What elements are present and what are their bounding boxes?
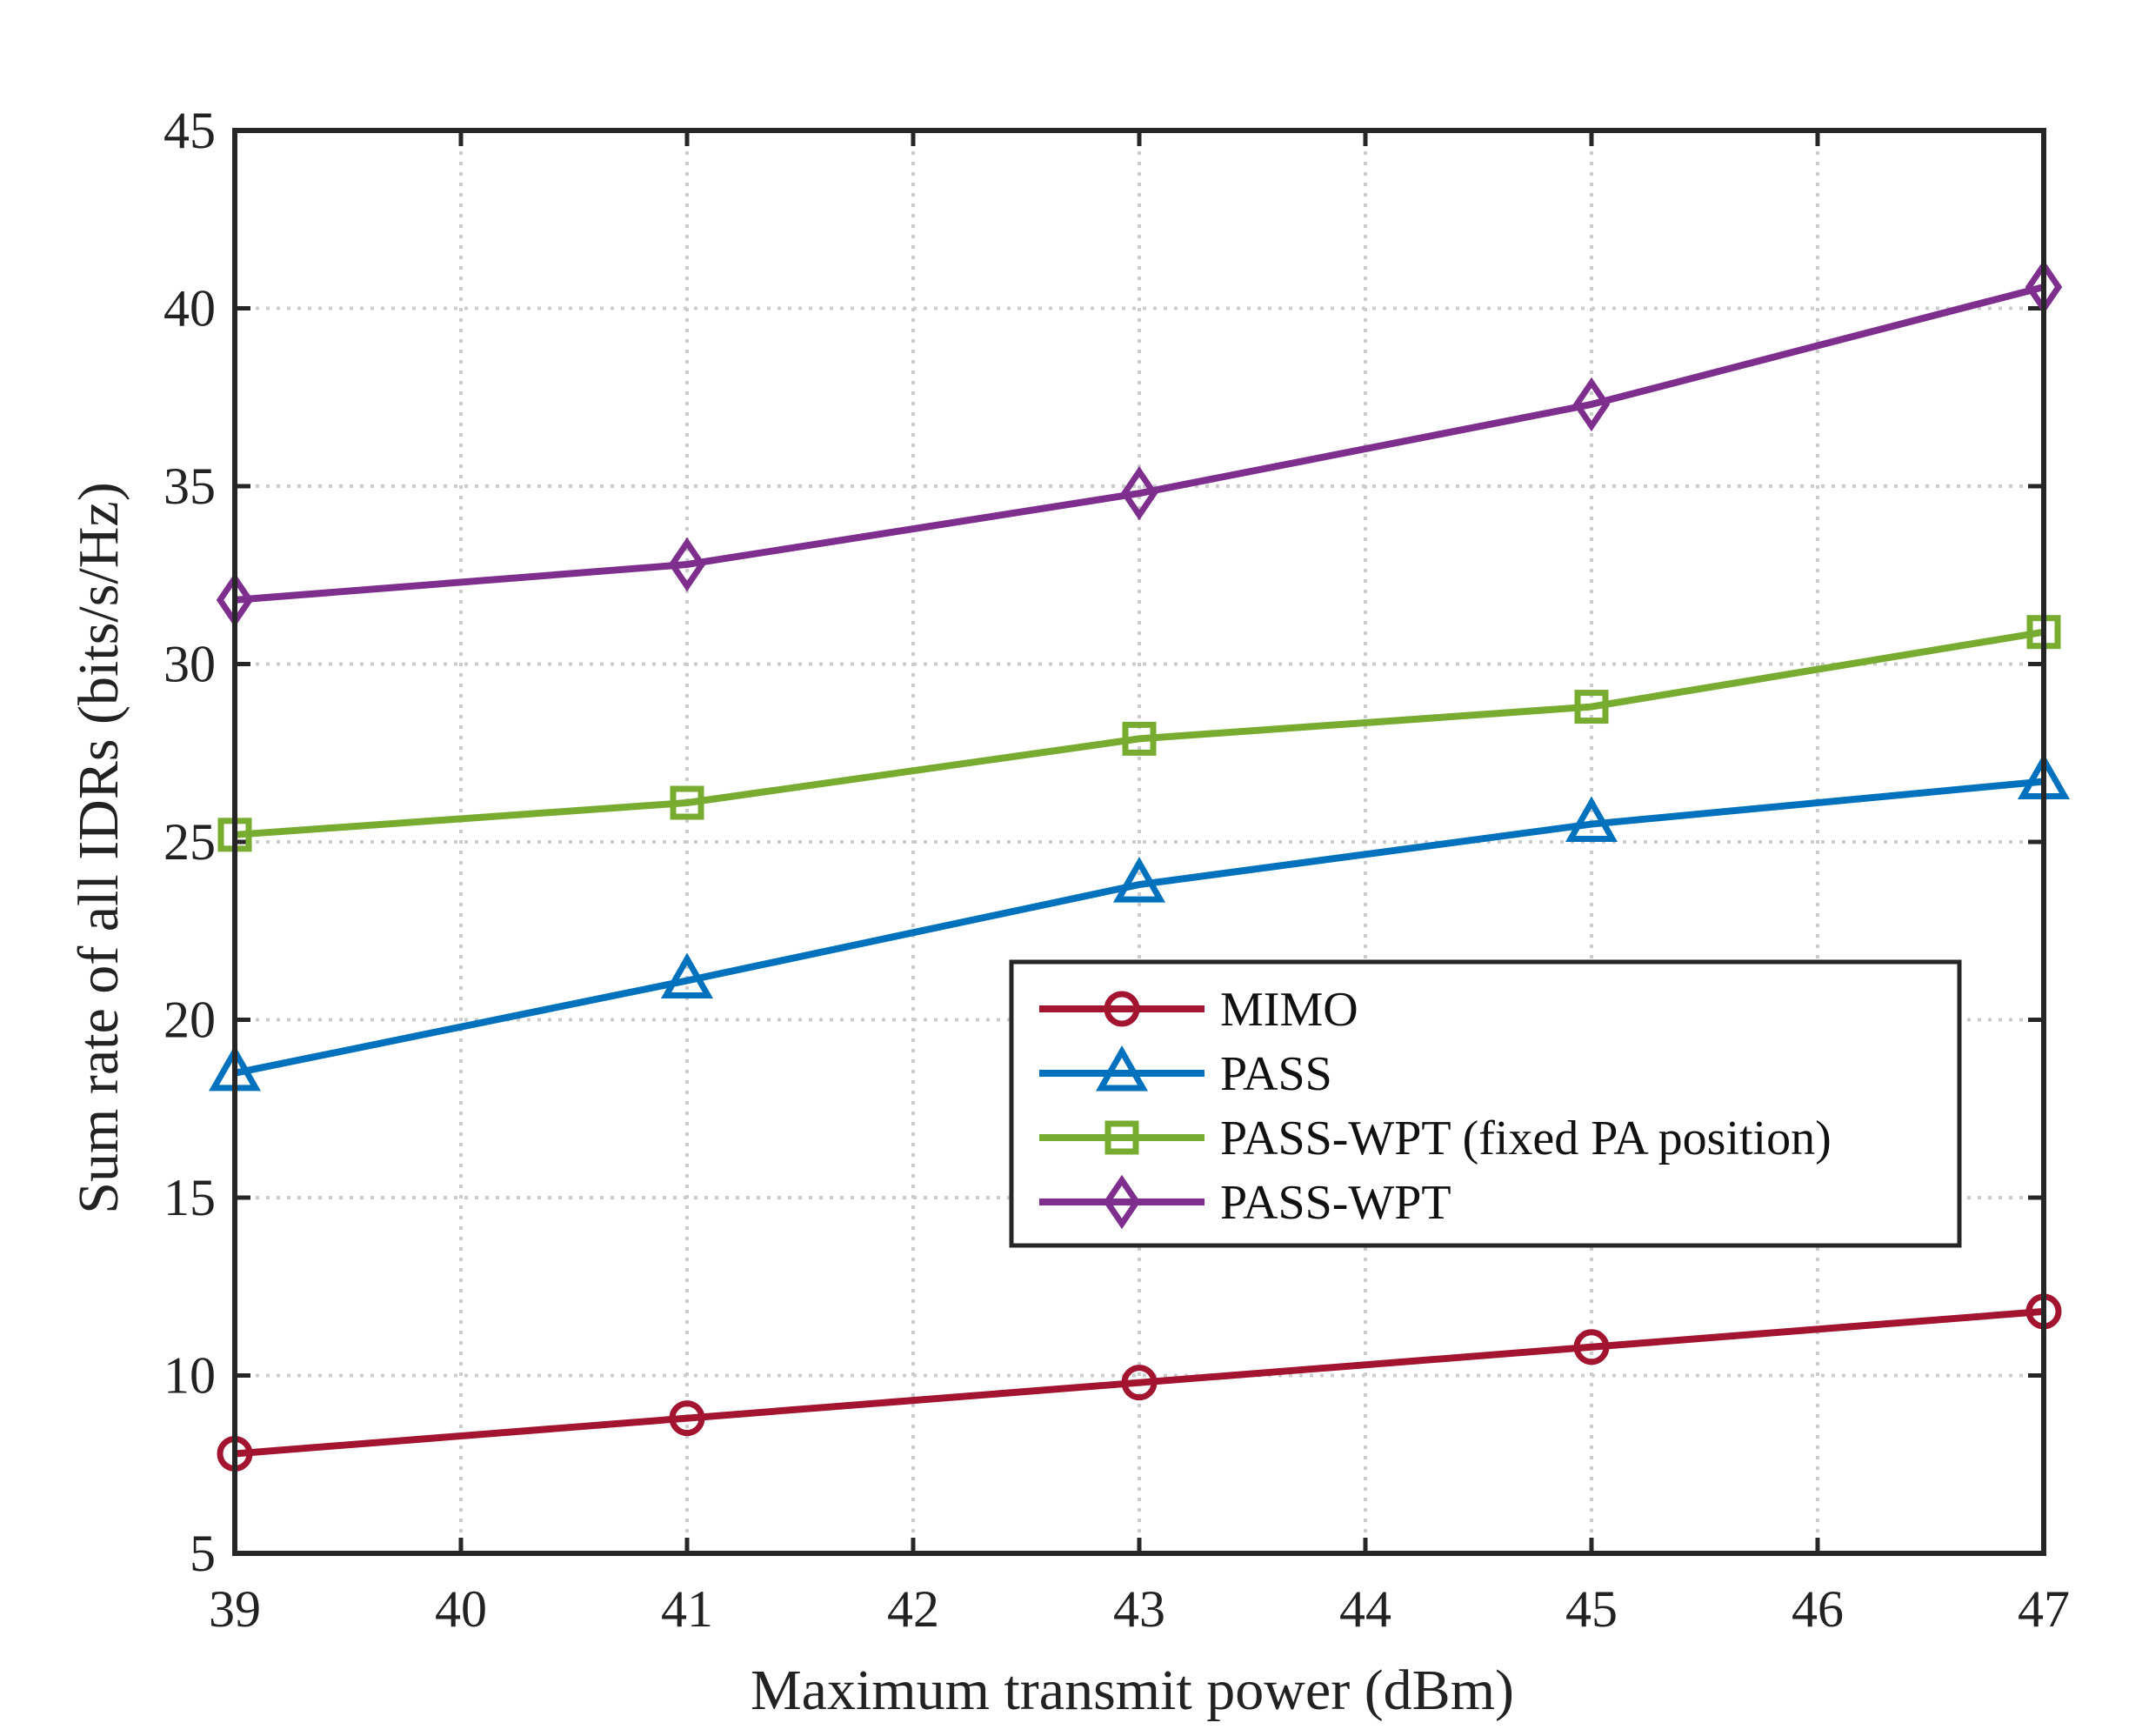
legend-diamond-marker <box>1103 1174 1141 1230</box>
legend-item: PASS <box>1039 1045 1332 1101</box>
data-point-diamond-marker <box>1572 377 1611 432</box>
legend-triangle-marker <box>1095 1045 1149 1092</box>
axis-ticks: 39 40 41 42 43 44 45 46 47 5 10 15 20 25 30 35 40 45 <box>163 102 2070 1638</box>
series-line <box>234 284 2045 604</box>
y-tick-label: 10 <box>163 1347 216 1405</box>
legend-label: PASS <box>1220 1047 1332 1101</box>
data-point-triangle-marker <box>1565 796 1618 843</box>
series-line <box>234 1307 2045 1458</box>
y-tick-label: 45 <box>163 102 216 159</box>
data-point-diamond-marker <box>1120 465 1158 521</box>
legend-item: PASS-WPT (fixed PA position) <box>1039 1112 1832 1165</box>
data-point-square-marker <box>670 785 704 820</box>
x-tick-label: 39 <box>209 1580 261 1638</box>
y-axis-label: Sum rate of all IDRs (bits/s/Hz) <box>67 482 130 1213</box>
x-tick-label: 47 <box>2018 1580 2070 1638</box>
y-tick-label: 35 <box>163 457 216 515</box>
data-point-circle-marker <box>1121 1365 1158 1401</box>
data-point-square-marker <box>1122 721 1157 756</box>
y-tick-label: 15 <box>163 1169 216 1226</box>
x-tick-label: 41 <box>661 1580 713 1638</box>
series-mimo <box>217 1293 2062 1472</box>
y-tick-label: 5 <box>190 1525 216 1582</box>
data-point-circle-marker <box>1573 1329 1610 1365</box>
series-line <box>234 628 2045 838</box>
y-tick-label: 20 <box>163 992 216 1049</box>
y-tick-label: 40 <box>163 280 216 337</box>
plot-frame <box>232 128 2046 1556</box>
x-tick-label: 44 <box>1339 1580 1391 1638</box>
data-point-square-marker <box>1574 690 1609 724</box>
legend-label: MIMO <box>1220 983 1358 1037</box>
y-tick-label: 30 <box>163 636 216 693</box>
legend-circle-marker <box>1104 991 1140 1027</box>
x-tick-label: 40 <box>435 1580 487 1638</box>
data-point-triangle-marker <box>1112 857 1166 903</box>
x-axis-label: Maximum transmit power (dBm) <box>751 1659 1514 1722</box>
y-tick-label: 25 <box>163 813 216 871</box>
x-tick-label: 45 <box>1565 1580 1618 1638</box>
legend-label: PASS-WPT <box>1220 1176 1451 1230</box>
x-tick-label: 46 <box>1792 1580 1844 1638</box>
legend-item: PASS-WPT <box>1039 1174 1451 1230</box>
series-line <box>234 778 2045 1077</box>
data-point-diamond-marker <box>668 537 706 592</box>
legend-item: MIMO <box>1039 983 1358 1037</box>
legend-label: PASS-WPT (fixed PA position) <box>1220 1112 1832 1165</box>
legend-square-marker <box>1104 1120 1139 1155</box>
data-point-triangle-marker <box>660 952 714 999</box>
x-tick-label: 43 <box>1113 1580 1165 1638</box>
legend: MIMO PASS PASS-WPT (fixed PA position) PASS… <box>1009 959 1962 1248</box>
data-point-circle-marker <box>669 1400 705 1437</box>
x-tick-label: 42 <box>887 1580 939 1638</box>
